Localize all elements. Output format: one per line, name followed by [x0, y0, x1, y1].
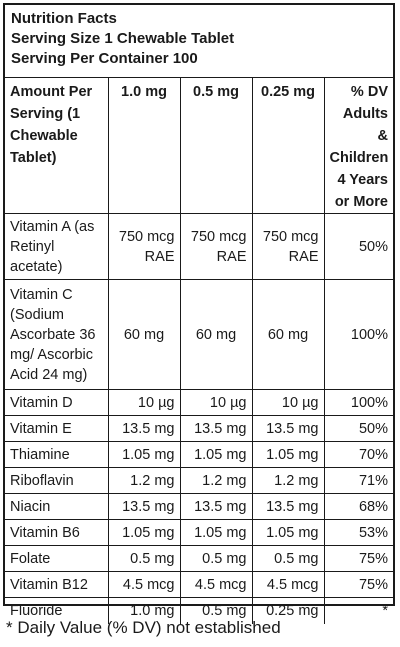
footnote: * Daily Value (% DV) not established: [6, 618, 281, 637]
daily-value-percent: 100%: [323, 279, 393, 390]
panel-header: Nutrition Facts Serving Size 1 Chewable …: [5, 5, 393, 77]
dose-value: 0.5 mg: [179, 597, 253, 624]
table-row: Vitamin D 10 µg 10 µg 10 µg 100%: [5, 389, 393, 416]
dose-value: 13.5 mg: [251, 493, 325, 520]
dose-value: 0.5 mg: [107, 545, 181, 572]
dose-value: 4.5 mcg: [107, 571, 181, 598]
column-header-daily-value: % DV Adults & Children 4 Years or More: [323, 77, 393, 214]
servings-per-container: Serving Per Container 100: [11, 50, 198, 67]
dose-value: 1.05 mg: [179, 519, 253, 546]
dose-value: 0.25 mg: [251, 597, 325, 624]
daily-value-percent: 75%: [323, 545, 393, 572]
nutrient-name: Vitamin D: [5, 389, 109, 416]
daily-value-percent: 68%: [323, 493, 393, 520]
daily-value-percent: 53%: [323, 519, 393, 546]
dose-value: 60 mg: [107, 279, 181, 390]
column-header-dose-3: 0.25 mg: [251, 77, 325, 214]
dose-value: 1.2 mg: [107, 467, 181, 494]
table-row: Vitamin B6 1.05 mg 1.05 mg 1.05 mg 53%: [5, 519, 393, 546]
dose-value: 0.5 mg: [251, 545, 325, 572]
dose-value: 1.05 mg: [179, 441, 253, 468]
dose-value: 750 mcg RAE: [251, 213, 325, 280]
dose-value: 13.5 mg: [251, 415, 325, 442]
serving-size: Serving Size 1 Chewable Tablet: [11, 30, 235, 47]
dose-value: 13.5 mg: [107, 493, 181, 520]
dose-value: 1.05 mg: [251, 441, 325, 468]
dose-value: 10 µg: [107, 389, 181, 416]
nutrition-table: Amount Per Serving (1 Chewable Tablet) 1…: [5, 77, 393, 624]
table-row: Vitamin A (as Retinyl acetate) 750 mcg R…: [5, 213, 393, 280]
daily-value-percent: 71%: [323, 467, 393, 494]
daily-value-percent: 50%: [323, 213, 393, 280]
daily-value-percent: 100%: [323, 389, 393, 416]
dose-value: 60 mg: [179, 279, 253, 390]
dose-value: 10 µg: [179, 389, 253, 416]
table-row: Riboflavin 1.2 mg 1.2 mg 1.2 mg 71%: [5, 467, 393, 494]
dose-value: 1.05 mg: [251, 519, 325, 546]
nutrient-name: Thiamine: [5, 441, 109, 468]
dose-value: 1.2 mg: [179, 467, 253, 494]
nutrient-name: Riboflavin: [5, 467, 109, 494]
daily-value-percent: 75%: [323, 571, 393, 598]
column-header-nutrient: Amount Per Serving (1 Chewable Tablet): [5, 77, 109, 214]
table-row: Thiamine 1.05 mg 1.05 mg 1.05 mg 70%: [5, 441, 393, 468]
dose-value: 4.5 mcg: [251, 571, 325, 598]
table-row: Fluoride 1.0 mg 0.5 mg 0.25 mg *: [5, 597, 393, 624]
nutrient-name: Folate: [5, 545, 109, 572]
nutrient-name: Vitamin B6: [5, 519, 109, 546]
dose-value: 1.0 mg: [107, 597, 181, 624]
nutrient-name: Vitamin B12: [5, 571, 109, 598]
dose-value: 750 mcg RAE: [107, 213, 181, 280]
nutrient-name: Vitamin A (as Retinyl acetate): [5, 213, 109, 280]
dose-value: 60 mg: [251, 279, 325, 390]
dose-value: 13.5 mg: [179, 493, 253, 520]
dose-value: 1.2 mg: [251, 467, 325, 494]
column-header-dose-2: 0.5 mg: [179, 77, 253, 214]
dose-value: 13.5 mg: [107, 415, 181, 442]
daily-value-percent: *: [323, 597, 393, 624]
dose-value: 13.5 mg: [179, 415, 253, 442]
table-header-row: Amount Per Serving (1 Chewable Tablet) 1…: [5, 77, 393, 214]
table-row: Folate 0.5 mg 0.5 mg 0.5 mg 75%: [5, 545, 393, 572]
column-header-dose-1: 1.0 mg: [107, 77, 181, 214]
panel-title: Nutrition Facts: [11, 10, 117, 27]
nutrient-name: Niacin: [5, 493, 109, 520]
daily-value-percent: 70%: [323, 441, 393, 468]
nutrient-name: Vitamin E: [5, 415, 109, 442]
table-row: Niacin 13.5 mg 13.5 mg 13.5 mg 68%: [5, 493, 393, 520]
nutrient-name: Fluoride: [5, 597, 109, 624]
dose-value: 4.5 mcg: [179, 571, 253, 598]
dose-value: 1.05 mg: [107, 441, 181, 468]
table-row: Vitamin B12 4.5 mcg 4.5 mcg 4.5 mcg 75%: [5, 571, 393, 598]
dose-value: 10 µg: [251, 389, 325, 416]
daily-value-percent: 50%: [323, 415, 393, 442]
nutrient-name: Vitamin C (Sodium Ascorbate 36 mg/ Ascor…: [5, 279, 109, 390]
dose-value: 0.5 mg: [179, 545, 253, 572]
dose-value: 750 mcg RAE: [179, 213, 253, 280]
table-row: Vitamin C (Sodium Ascorbate 36 mg/ Ascor…: [5, 279, 393, 390]
nutrition-facts-panel: Nutrition Facts Serving Size 1 Chewable …: [3, 3, 395, 624]
dose-value: 1.05 mg: [107, 519, 181, 546]
table-row: Vitamin E 13.5 mg 13.5 mg 13.5 mg 50%: [5, 415, 393, 442]
